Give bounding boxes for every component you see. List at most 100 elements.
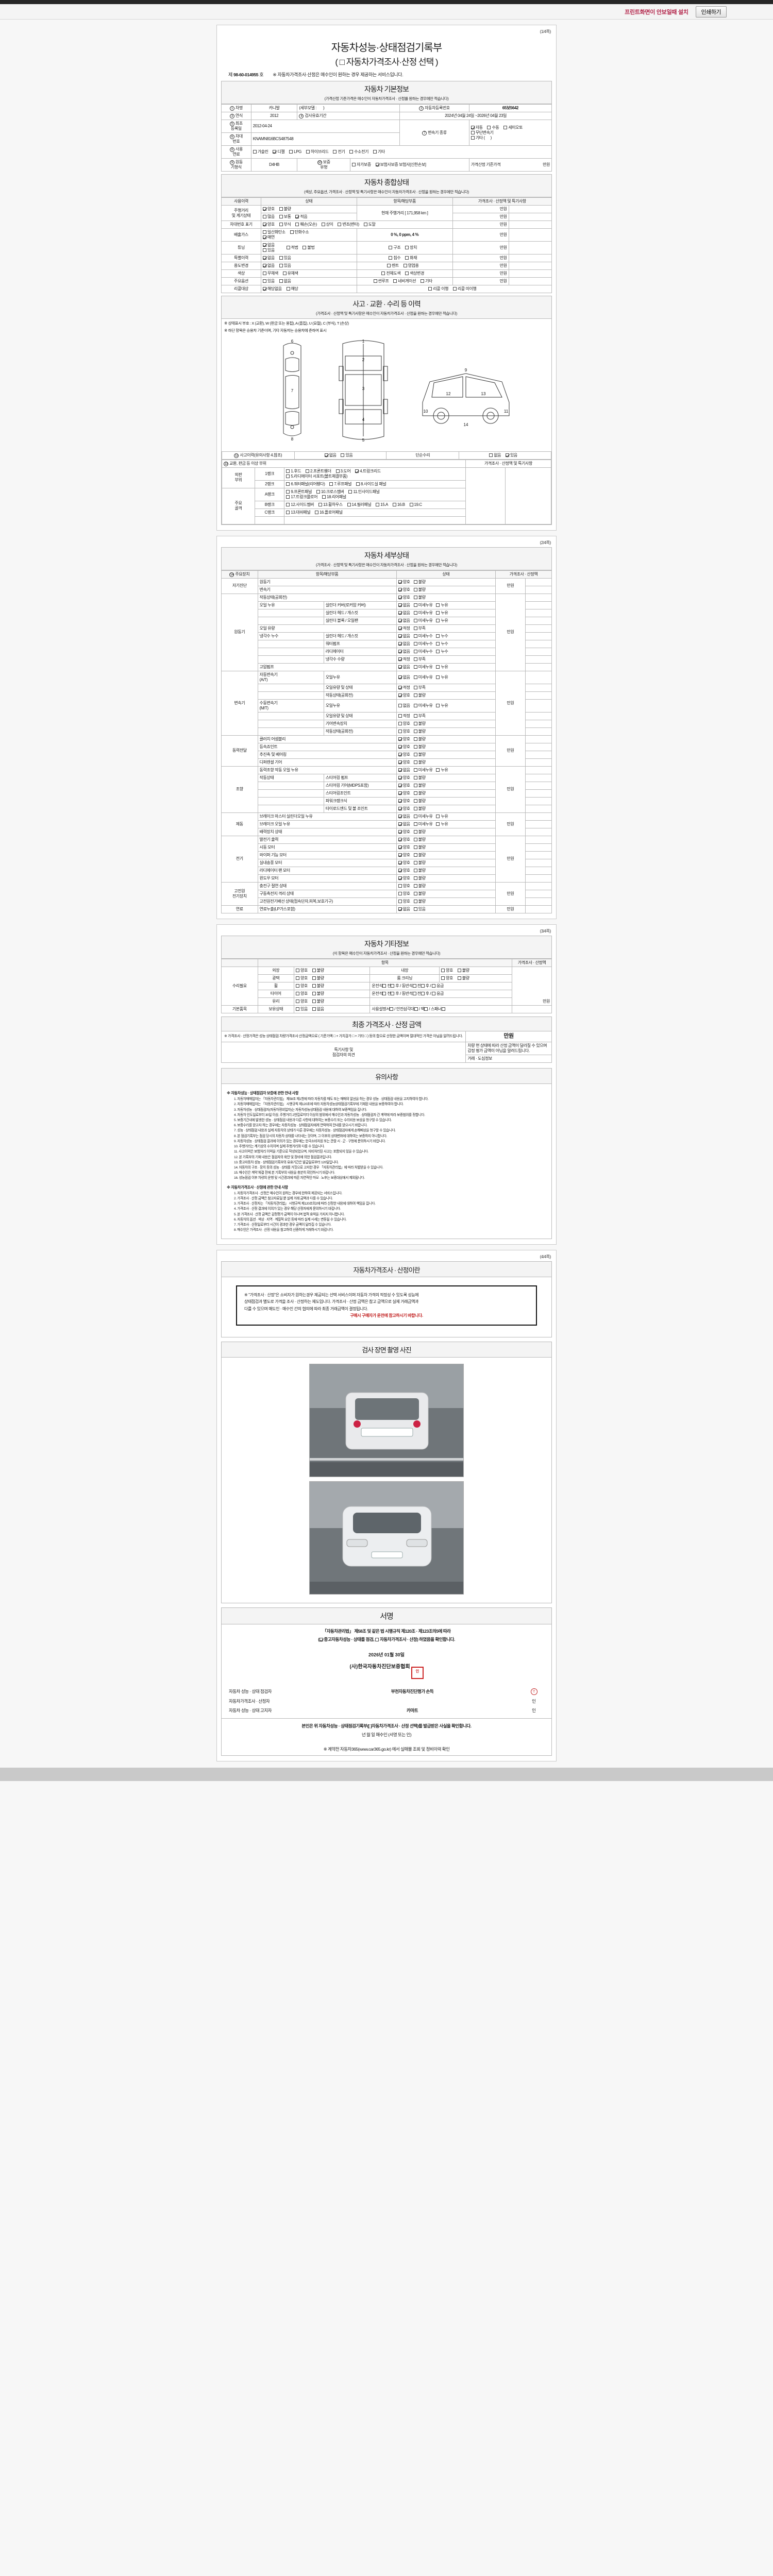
checkbox-양호[interactable]	[398, 884, 402, 888]
checkbox-적정[interactable]	[398, 714, 402, 718]
checkbox-tuning-none[interactable]	[262, 243, 266, 247]
checkbox-color-chromatic[interactable]	[282, 272, 287, 275]
checkbox-tire-good[interactable]	[296, 991, 299, 995]
checkbox-fuel-hydrogen[interactable]	[349, 150, 354, 154]
checkbox-없음[interactable]	[398, 907, 402, 911]
checkbox-mileage-normal[interactable]	[279, 215, 283, 218]
checkbox-exterior-bad[interactable]	[312, 968, 316, 972]
checkbox-color-changed[interactable]	[405, 272, 409, 275]
checkbox-없음[interactable]	[398, 703, 402, 707]
checkbox-recall-notdone[interactable]	[452, 287, 457, 291]
checkbox-양호[interactable]	[398, 752, 402, 756]
checkbox-양호[interactable]	[398, 829, 402, 834]
checkbox-tuning-device[interactable]	[405, 246, 409, 249]
checkbox-없음[interactable]	[398, 665, 402, 669]
checkbox-exterior-good[interactable]	[296, 968, 299, 972]
checkbox-불량[interactable]	[413, 580, 417, 584]
checkbox-없음[interactable]	[398, 675, 402, 679]
checkbox-fuel-hybrid[interactable]	[306, 150, 310, 154]
checkbox-부족[interactable]	[413, 626, 417, 630]
checkbox-polish-good[interactable]	[296, 976, 299, 980]
checkbox-usechange-commercial[interactable]	[403, 264, 407, 267]
checkbox-recall-yes[interactable]	[286, 287, 290, 291]
checkbox-불량[interactable]	[413, 791, 417, 795]
checkbox-있음[interactable]	[413, 907, 417, 911]
checkbox-누유[interactable]	[436, 822, 440, 826]
checkbox-양호[interactable]	[398, 693, 402, 697]
checkbox-불량[interactable]	[413, 837, 417, 841]
checkbox-적정[interactable]	[398, 685, 402, 689]
checkbox-미세누유[interactable]	[413, 768, 417, 772]
checkbox-roomclean-good[interactable]	[441, 976, 445, 980]
checkbox-누유[interactable]	[436, 665, 440, 669]
checkbox-part-pillarpanel[interactable]	[347, 502, 351, 506]
checkbox-불량[interactable]	[413, 845, 417, 849]
checkbox-양호[interactable]	[398, 729, 402, 733]
checkbox-양호[interactable]	[398, 737, 402, 741]
checkbox-미세누수[interactable]	[413, 634, 417, 638]
checkbox-accident-yes[interactable]	[341, 453, 345, 457]
checkbox-manual[interactable]	[390, 1007, 394, 1011]
checkbox-없음[interactable]	[398, 603, 402, 607]
checkbox-tire-dr-front[interactable]	[382, 991, 386, 995]
checkbox-wheel-pa-rear[interactable]	[421, 984, 425, 988]
checkbox-불량[interactable]	[413, 783, 417, 787]
checkbox-불량[interactable]	[413, 775, 417, 779]
checkbox-part-dashpanel[interactable]	[286, 510, 290, 514]
checkbox-없음[interactable]	[398, 618, 402, 622]
checkbox-glass-bad[interactable]	[312, 999, 316, 1003]
checkbox-적정[interactable]	[398, 626, 402, 630]
checkbox-usechange-rent[interactable]	[386, 264, 391, 267]
checkbox-part-frontpanel[interactable]	[286, 489, 290, 494]
checkbox-part-sidemember[interactable]	[286, 502, 290, 506]
checkbox-양호[interactable]	[398, 587, 402, 591]
checkbox-tire-spare[interactable]	[432, 991, 435, 995]
checkbox-part-rearpanel[interactable]	[322, 495, 326, 499]
checkbox-part-floorpanel[interactable]	[314, 510, 318, 514]
checkbox-vin-corrosion[interactable]	[279, 223, 283, 226]
checkbox-불량[interactable]	[413, 853, 417, 857]
checkbox-base-no[interactable]	[312, 1007, 316, 1011]
checkbox-미세누수[interactable]	[413, 641, 417, 646]
checkbox-vin-erased[interactable]	[363, 223, 367, 226]
checkbox-recall-done[interactable]	[428, 287, 432, 291]
checkbox-performance-check[interactable]	[319, 1637, 323, 1641]
checkbox-불량[interactable]	[413, 868, 417, 872]
checkbox-part-door[interactable]	[335, 469, 340, 473]
checkbox-불량[interactable]	[413, 899, 417, 903]
checkbox-양호[interactable]	[398, 876, 402, 880]
checkbox-wheel-dr-rear[interactable]	[391, 984, 395, 988]
checkbox-jack[interactable]	[424, 1007, 428, 1011]
checkbox-양호[interactable]	[398, 791, 402, 795]
checkbox-부족[interactable]	[413, 685, 417, 689]
checkbox-triangle[interactable]	[414, 1007, 418, 1011]
checkbox-color-fullpaint[interactable]	[381, 272, 385, 275]
checkbox-양호[interactable]	[398, 806, 402, 810]
checkbox-누유[interactable]	[436, 768, 440, 772]
checkbox-mileage-many[interactable]	[262, 215, 266, 218]
checkbox-불량[interactable]	[413, 595, 417, 599]
checkbox-양호[interactable]	[398, 760, 402, 764]
checkbox-part-wheelhouse[interactable]	[318, 502, 322, 506]
checkbox-accident-none[interactable]	[324, 453, 328, 457]
checkbox-part-crossmember[interactable]	[316, 489, 320, 494]
checkbox-없음[interactable]	[398, 634, 402, 638]
checkbox-wheel-good[interactable]	[296, 984, 299, 988]
checkbox-price-survey[interactable]	[375, 1637, 379, 1641]
checkbox-불량[interactable]	[413, 721, 417, 725]
checkbox-tuning-structure[interactable]	[389, 246, 393, 249]
checkbox-part-roofpanel[interactable]	[329, 482, 333, 486]
checkbox-special-fire[interactable]	[405, 256, 409, 260]
checkbox-simple-none[interactable]	[489, 453, 493, 457]
checkbox-wheel-spare[interactable]	[432, 984, 435, 988]
checkbox-emission-hc[interactable]	[290, 230, 294, 234]
checkbox-미세누유[interactable]	[413, 703, 417, 707]
checkbox-trans-etc[interactable]	[470, 135, 475, 140]
checkbox-tire-dr-rear[interactable]	[391, 991, 395, 995]
checkbox-wheel-pa-front[interactable]	[412, 984, 416, 988]
checkbox-불량[interactable]	[413, 891, 417, 895]
checkbox-trans-cvt[interactable]	[470, 130, 475, 134]
checkbox-mileage-bad[interactable]	[279, 207, 283, 211]
checkbox-미세누수[interactable]	[413, 649, 417, 653]
checkbox-불량[interactable]	[413, 876, 417, 880]
